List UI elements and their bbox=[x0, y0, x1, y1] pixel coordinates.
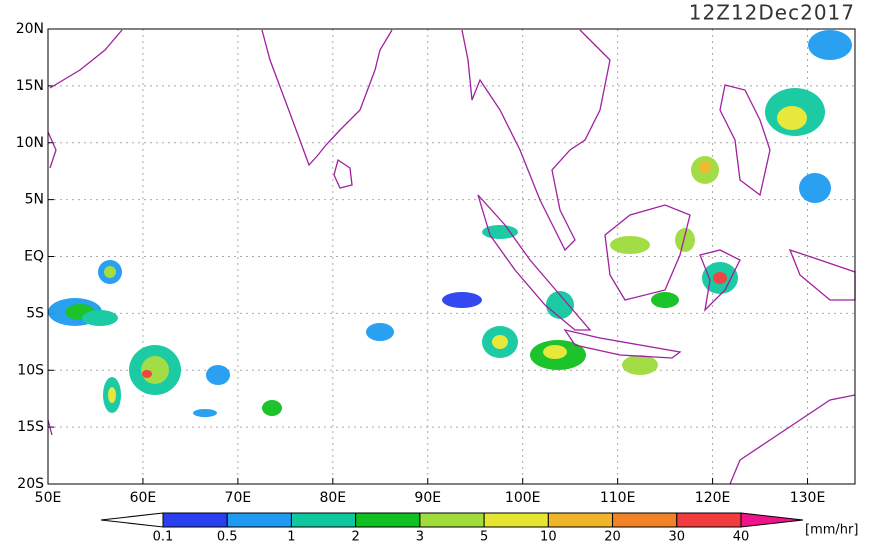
colorbar-box bbox=[290, 512, 357, 528]
lat-tick-label: 10S bbox=[17, 362, 44, 378]
colorbar-unit: [mm/hr] bbox=[805, 523, 858, 538]
colorbar-box bbox=[226, 512, 292, 528]
lat-tick-label: 20S bbox=[17, 476, 44, 492]
lat-tick-label: 10N bbox=[16, 135, 44, 151]
lon-tick-label: 50E bbox=[35, 490, 62, 506]
colorbar-label: 1 bbox=[287, 530, 295, 544]
colorbar-label: 10 bbox=[540, 530, 557, 544]
lon-tick-label: 100E bbox=[505, 490, 541, 506]
colorbar-box bbox=[355, 512, 421, 528]
map-title: 12Z12Dec2017 bbox=[689, 1, 855, 25]
lon-tick-label: 80E bbox=[319, 490, 346, 506]
colorbar: 0.1 0.5 1 2 3 5 10 20 30 40 bbox=[100, 512, 804, 544]
lon-tick-label: 90E bbox=[414, 490, 441, 506]
colorbar-box bbox=[547, 512, 614, 528]
colorbar-box bbox=[419, 512, 485, 528]
lat-tick-label: 15S bbox=[17, 419, 44, 435]
lon-tick-label: 130E bbox=[790, 490, 826, 506]
colorbar-box bbox=[676, 512, 742, 528]
colorbar-label: 2 bbox=[352, 530, 360, 544]
lat-tick-label: 5S bbox=[26, 305, 44, 321]
map-frame bbox=[47, 28, 856, 485]
colorbar-label: 30 bbox=[669, 530, 686, 544]
lon-tick-label: 120E bbox=[695, 490, 731, 506]
colorbar-over bbox=[740, 512, 804, 528]
colorbar-label: 0.1 bbox=[153, 530, 174, 544]
lon-tick-label: 110E bbox=[600, 490, 636, 506]
lon-tick-label: 60E bbox=[130, 490, 157, 506]
precipitation bbox=[48, 30, 852, 417]
lat-tick-label: EQ bbox=[24, 249, 44, 265]
coastlines bbox=[47, 29, 856, 485]
lat-tick-label: 15N bbox=[16, 78, 44, 94]
colorbar-box bbox=[612, 512, 678, 528]
lat-tick-label: 20N bbox=[16, 21, 44, 37]
lon-tick-label: 70E bbox=[225, 490, 252, 506]
colorbar-label: 5 bbox=[480, 530, 488, 544]
colorbar-box bbox=[483, 512, 549, 528]
colorbar-label: 0.5 bbox=[217, 530, 238, 544]
lat-tick-label: 5N bbox=[25, 192, 44, 208]
colorbar-label: 40 bbox=[733, 530, 750, 544]
colorbar-under bbox=[100, 512, 164, 528]
colorbar-box bbox=[162, 512, 228, 528]
colorbar-label: 20 bbox=[604, 530, 621, 544]
colorbar-label: 3 bbox=[416, 530, 424, 544]
